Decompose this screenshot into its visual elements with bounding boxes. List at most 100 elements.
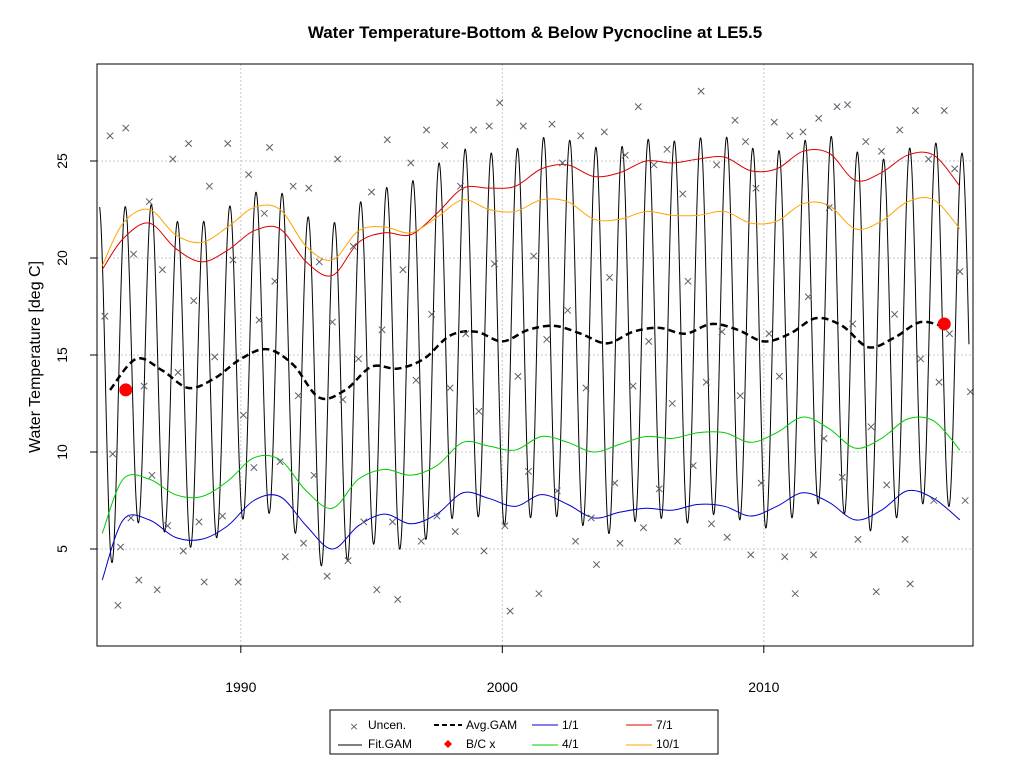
chart-title: Water Temperature-Bottom & Below Pycnocl… xyxy=(308,23,762,42)
uncen-point xyxy=(224,139,232,148)
uncen-point xyxy=(843,101,852,109)
legend-label-avg-gam: Avg.GAM xyxy=(466,718,517,732)
series-line-7-1 xyxy=(101,148,961,277)
uncen-point xyxy=(689,462,697,470)
uncen-point xyxy=(702,378,710,386)
uncen-point-stroke xyxy=(239,411,247,419)
uncen-point-stroke xyxy=(310,471,318,479)
uncen-point xyxy=(179,547,187,555)
uncen-point xyxy=(815,114,823,122)
uncen-point-stroke xyxy=(383,136,391,144)
uncen-point-stroke xyxy=(582,384,590,392)
uncen-point-stroke xyxy=(388,518,397,526)
uncen-point-stroke xyxy=(218,512,227,520)
uncen-point xyxy=(838,473,846,481)
uncen-point xyxy=(239,411,247,419)
uncen-point xyxy=(433,512,441,520)
uncen-point-stroke xyxy=(394,595,402,603)
uncen-point xyxy=(475,407,483,415)
uncen-point xyxy=(645,337,653,345)
uncen-point xyxy=(451,527,459,536)
uncen-point-stroke xyxy=(281,553,289,561)
legend-item-1-1: 1/1 xyxy=(532,718,579,732)
uncen-point-stroke xyxy=(480,547,488,555)
uncen-point xyxy=(122,124,130,132)
uncen-point xyxy=(752,184,760,192)
uncen-point xyxy=(770,118,778,126)
uncen-point xyxy=(791,590,799,598)
uncen-point-stroke xyxy=(179,547,187,555)
uncen-point-stroke xyxy=(412,376,420,384)
uncen-point-stroke xyxy=(689,462,697,470)
uncen-point xyxy=(300,539,308,547)
uncen-point-stroke xyxy=(135,576,143,584)
uncen-point xyxy=(328,318,336,326)
series-line-4-1 xyxy=(101,416,961,534)
uncen-point xyxy=(496,99,504,107)
uncen-point-stroke xyxy=(741,138,750,146)
legend-item-uncen: × Uncen. xyxy=(349,718,406,733)
uncen-point-stroke xyxy=(122,124,130,132)
uncen-point-stroke xyxy=(294,392,302,400)
uncen-point-stroke xyxy=(373,586,381,594)
uncen-point-stroke xyxy=(205,182,213,190)
uncen-point xyxy=(535,590,543,598)
uncen-point-stroke xyxy=(945,330,954,338)
uncen-point-stroke xyxy=(713,161,721,169)
uncen-point-stroke xyxy=(323,572,331,580)
uncen-point-stroke xyxy=(349,242,357,250)
uncen-point xyxy=(195,518,203,526)
uncen-point-stroke xyxy=(781,553,789,561)
uncen-point-stroke xyxy=(867,423,875,431)
uncen-point xyxy=(723,533,731,541)
uncen-point-stroke xyxy=(211,353,219,361)
uncen-point-stroke xyxy=(770,118,778,126)
uncen-point-stroke xyxy=(368,188,376,196)
series-line-10-1 xyxy=(101,196,961,266)
uncen-point xyxy=(679,190,687,198)
uncen-point xyxy=(114,601,122,609)
uncen-point-stroke xyxy=(621,151,629,159)
uncen-point-stroke xyxy=(917,355,925,363)
uncen-point-stroke xyxy=(305,184,313,192)
uncen-point-stroke xyxy=(786,132,794,140)
uncen-point xyxy=(911,107,920,115)
uncen-point-stroke xyxy=(229,256,237,264)
uncen-point-stroke xyxy=(645,337,653,345)
uncen-point-stroke xyxy=(127,514,135,522)
uncen-point-stroke xyxy=(485,122,493,130)
uncen-point-stroke xyxy=(260,209,268,217)
uncen-point-stroke xyxy=(901,535,909,543)
uncen-point-stroke xyxy=(906,580,914,588)
fit-gam-series xyxy=(99,135,970,567)
uncen-point xyxy=(145,198,153,206)
uncen-point xyxy=(945,330,954,338)
uncen-point xyxy=(553,487,561,495)
uncen-point-stroke xyxy=(809,551,818,559)
uncen-point xyxy=(480,547,488,555)
uncen-point-stroke xyxy=(109,450,117,458)
uncen-point-stroke xyxy=(407,159,415,167)
uncen-point xyxy=(558,159,567,167)
uncen-point-stroke xyxy=(663,145,671,153)
uncen-point xyxy=(501,522,509,530)
legend-item-4-1: 4/1 xyxy=(532,737,579,751)
legend-label-1-1: 1/1 xyxy=(562,718,579,732)
uncen-point-stroke xyxy=(747,551,755,559)
uncen-point-stroke xyxy=(169,155,177,163)
uncen-point xyxy=(407,159,415,167)
uncen-point xyxy=(940,107,948,115)
uncen-point-stroke xyxy=(101,312,109,320)
uncen-point-stroke xyxy=(951,165,959,173)
uncen-point-stroke xyxy=(702,378,710,386)
uncen-point-stroke xyxy=(553,487,561,495)
uncen-point-stroke xyxy=(655,485,663,493)
uncen-point xyxy=(775,372,784,380)
uncen-point xyxy=(354,355,363,363)
uncen-point-stroke xyxy=(451,527,459,536)
uncen-point-stroke xyxy=(506,607,514,615)
uncen-point xyxy=(106,132,114,140)
uncen-point xyxy=(245,171,253,179)
